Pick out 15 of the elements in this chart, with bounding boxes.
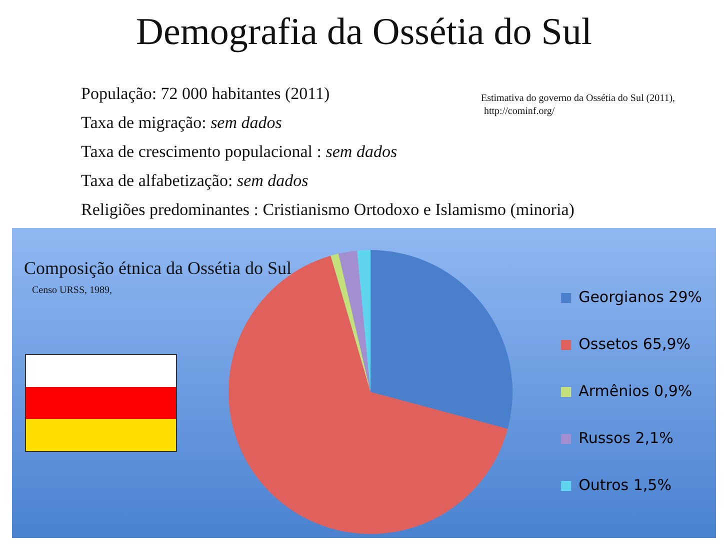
legend-label: Georgianos 29% [578,288,702,306]
text: População: 72 000 habitantes (2011) [81,84,330,104]
text: Taxa de crescimento populacional : sem dados [81,142,398,162]
text: Taxa de alfabetização: sem dados [81,171,308,191]
text: http://cominf.org/ [484,106,555,117]
legend-label: Outros 1,5% [578,476,672,494]
text: Estimativa do governo da Ossétia do Sul (2011), [481,93,676,104]
text: Censo URSS, 1989, [32,285,112,296]
legend-label: Armênios 0,9% [578,382,692,400]
chart-subtitle: Composição étnica da Ossétia do Sul [24,258,292,279]
text: Religiões predominantes : Cristianismo Ortodoxo e Islamismo (minoria) [81,200,574,220]
chart-title: Demografia da Ossétia do Sul [135,10,593,54]
text: Taxa de migração: sem dados [81,113,282,133]
legend-label: Ossetos 65,9% [578,334,691,353]
legend-label: Russos 2,1% [578,428,674,447]
